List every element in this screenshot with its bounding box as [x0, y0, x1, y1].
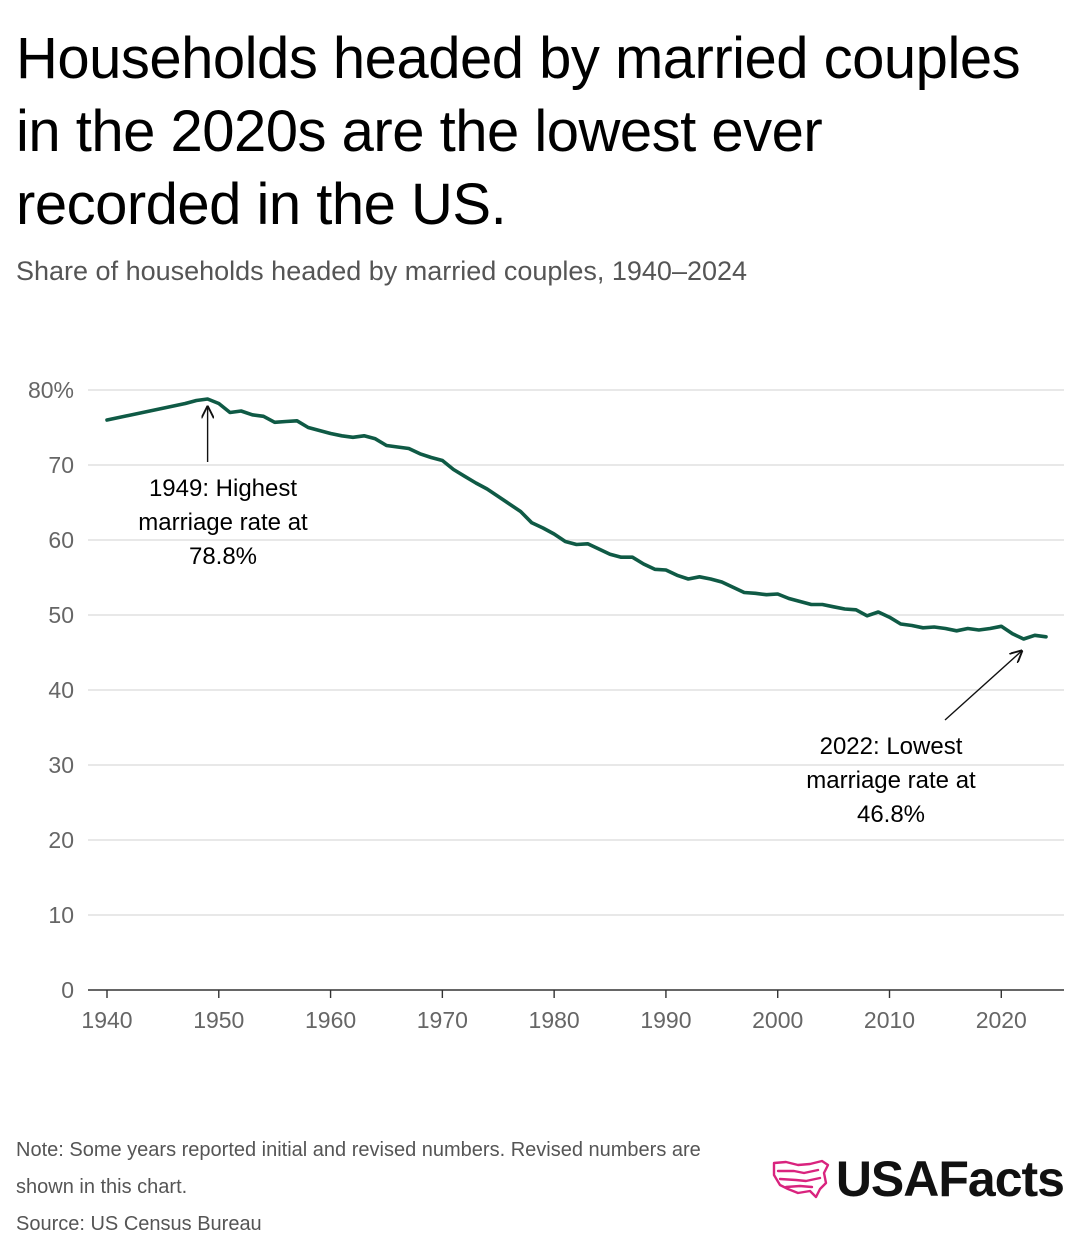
annotation-high-text: marriage rate at — [138, 509, 308, 536]
y-tick-label: 50 — [48, 602, 74, 628]
x-tick-label: 2020 — [976, 1007, 1027, 1033]
x-tick-label: 1970 — [417, 1007, 468, 1033]
x-tick-label: 1990 — [640, 1007, 691, 1033]
annotation-high-text: 1949: Highest — [149, 475, 297, 502]
x-tick-label: 1950 — [193, 1007, 244, 1033]
chart-subtitle: Share of households headed by married co… — [16, 256, 748, 286]
series-layer — [105, 397, 1048, 641]
annotation-low-text: 46.8% — [857, 801, 925, 828]
y-tick-label: 70 — [48, 452, 74, 478]
brand-name: USAFacts — [835, 1151, 1065, 1207]
y-tick-label: 80% — [28, 377, 74, 403]
chart-title: Households headed by married couples in … — [16, 26, 1021, 237]
x-tick-label: 2010 — [864, 1007, 915, 1033]
us-map-logo-icon — [772, 1159, 830, 1199]
x-tick-label: 1980 — [529, 1007, 580, 1033]
source-text: Source: US Census Bureau — [16, 1213, 262, 1235]
brand-logo: USAFacts — [772, 1150, 1065, 1208]
note-text: Note: Some years reported initial and re… — [16, 1139, 701, 1198]
y-tick-label: 40 — [48, 677, 74, 703]
y-tick-label: 60 — [48, 527, 74, 553]
y-tick-label: 10 — [48, 902, 74, 928]
x-axis-ticks: 1940 1950 1960 1970 1980 1990 2000 2010 2020 — [81, 990, 1027, 1033]
x-tick-label: 1940 — [81, 1007, 132, 1033]
gridlines — [88, 389, 1064, 991]
annotation-low-text: marriage rate at — [806, 767, 976, 794]
x-tick-label: 1960 — [305, 1007, 356, 1033]
annotation-arrow-low — [944, 651, 1022, 721]
annotation-high-text: 78.8% — [189, 543, 257, 570]
y-axis-ticks: 0 10 20 30 40 50 60 70 80% — [28, 377, 74, 1003]
annotation-low-text: 2022: Lowest — [820, 733, 963, 760]
x-tick-label: 2000 — [752, 1007, 803, 1033]
y-tick-label: 0 — [61, 977, 74, 1003]
y-tick-label: 30 — [48, 752, 74, 778]
chart-note: Note: Some years reported initial and re… — [16, 1132, 736, 1243]
annotations-layer: 1949: Highest marriage rate at 78.8% 2022: … — [138, 407, 1021, 828]
y-tick-label: 20 — [48, 827, 74, 853]
series-line — [105, 397, 1048, 641]
